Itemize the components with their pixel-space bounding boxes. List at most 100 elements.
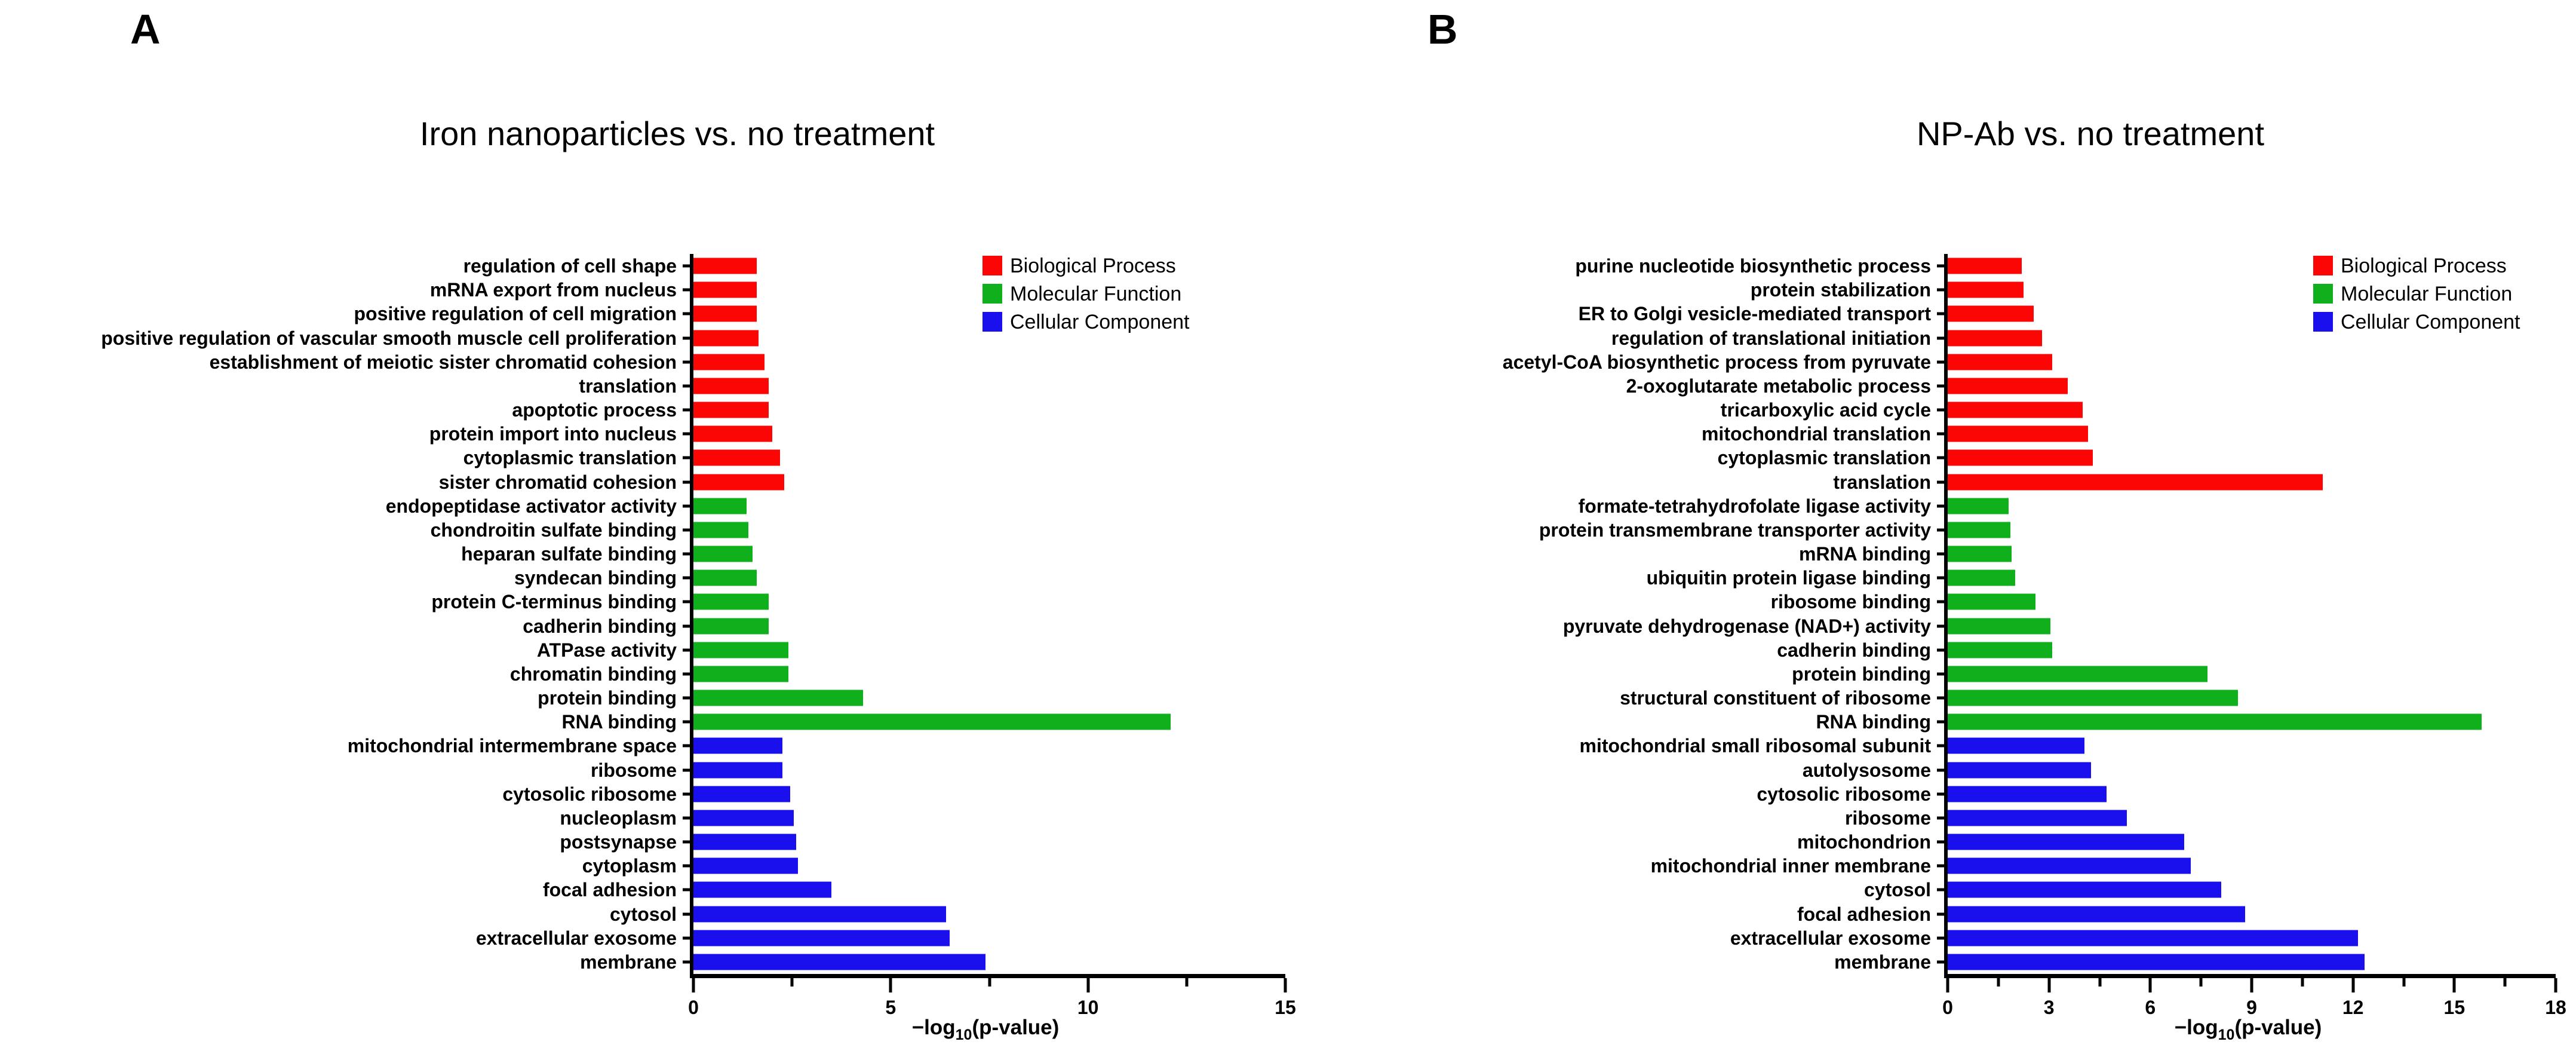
- bar: [1948, 930, 2359, 946]
- x-axis-title-subscript: 10: [2218, 1027, 2235, 1043]
- legend-label: Cellular Component: [1010, 310, 1190, 333]
- bar: [1948, 546, 2012, 562]
- y-axis-tick: [683, 288, 695, 292]
- y-axis-label: ribosome: [590, 759, 677, 781]
- y-axis-label: ribosome binding: [1770, 591, 1931, 613]
- x-axis-title-prefix: −log: [911, 1016, 956, 1039]
- bar: [693, 690, 864, 706]
- bar: [693, 354, 764, 370]
- y-axis-tick: [1937, 744, 1949, 747]
- y-axis-tick: [1937, 672, 1949, 676]
- y-axis-label: ATPase activity: [536, 639, 677, 661]
- y-axis-tick: [1937, 912, 1949, 916]
- y-axis-tick: [1937, 624, 1949, 628]
- bar: [693, 474, 784, 491]
- bar: [693, 498, 747, 514]
- bar: [693, 402, 769, 418]
- x-axis-tick-label: 12: [2342, 997, 2364, 1018]
- legend-a: Biological Process Molecular Function Ce…: [982, 256, 1190, 332]
- y-axis-label: ER to Golgi vesicle-mediated transport: [1578, 303, 1931, 325]
- y-axis-tick: [683, 672, 695, 676]
- y-axis-tick: [1937, 696, 1949, 700]
- panel-label-b: B: [1427, 6, 1458, 53]
- y-axis-tick: [683, 720, 695, 724]
- bar: [1948, 786, 2107, 802]
- y-axis-label: sister chromatid cohesion: [438, 471, 677, 493]
- y-axis-label: purine nucleotide biosynthetic process: [1575, 255, 1931, 277]
- y-axis-tick: [1937, 792, 1949, 796]
- x-axis-tick-label: 15: [2443, 997, 2466, 1018]
- y-axis-tick: [1937, 960, 1949, 964]
- y-axis-label: chondroitin sulfate binding: [430, 519, 677, 541]
- y-axis-tick: [1937, 720, 1949, 724]
- chart-title-b: NP-Ab vs. no treatment: [1916, 115, 2265, 152]
- legend-row: Cellular Component: [2313, 312, 2520, 332]
- y-axis-label: ribosome: [1844, 807, 1931, 829]
- y-axis-tick: [683, 600, 695, 603]
- y-axis-label: positive regulation of cell migration: [354, 303, 677, 325]
- y-axis-tick: [683, 384, 695, 388]
- y-axis-tick: [1937, 504, 1949, 508]
- y-axis-tick: [1937, 768, 1949, 772]
- chart-title-a: Iron nanoparticles vs. no treatment: [419, 115, 935, 152]
- bar: [693, 834, 796, 850]
- bar: [693, 930, 950, 946]
- bar: [693, 258, 757, 274]
- legend-label: Cellular Component: [2341, 310, 2520, 333]
- x-axis-minor-tick: [2402, 978, 2405, 987]
- legend-row: Molecular Function: [982, 284, 1190, 304]
- y-axis-label: mitochondrial small ribosomal subunit: [1579, 735, 1931, 757]
- y-axis-label: mitochondrion: [1797, 831, 1931, 853]
- bar: [693, 593, 769, 610]
- x-axis-minor-tick: [2199, 978, 2203, 987]
- bar: [1948, 593, 2036, 610]
- plot-area-b: purine nucleotide biosynthetic process pr…: [1503, 254, 2566, 1017]
- y-axis-label: positive regulation of vascular smooth m…: [101, 327, 677, 349]
- y-axis-tick: [683, 528, 695, 532]
- y-axis-label: protein transmembrane transporter activi…: [1539, 519, 1931, 541]
- bar: [693, 618, 769, 635]
- y-axis-label: mRNA binding: [1799, 543, 1931, 565]
- y-axis-label: extracellular exosome: [1730, 927, 1931, 949]
- x-axis-tick: [1284, 978, 1287, 992]
- y-axis-tick: [1937, 336, 1949, 340]
- bar: [693, 857, 799, 874]
- bar: [1948, 666, 2208, 682]
- y-axis-label: protein C-terminus binding: [431, 591, 677, 613]
- bar: [1948, 378, 2068, 394]
- y-axis-label: tricarboxylic acid cycle: [1720, 399, 1931, 421]
- y-axis-tick: [1937, 456, 1949, 459]
- y-axis-label: regulation of cell shape: [463, 255, 677, 277]
- y-axis-tick: [683, 552, 695, 556]
- bar: [693, 881, 832, 898]
- bar: [1948, 569, 2016, 586]
- y-axis-label: protein import into nucleus: [429, 423, 677, 445]
- x-axis-tick: [2047, 978, 2051, 992]
- y-axis-tick: [683, 504, 695, 508]
- y-axis-tick: [683, 336, 695, 340]
- y-axis-label: apoptotic process: [512, 399, 677, 421]
- y-axis-tick: [1937, 816, 1949, 820]
- y-axis-label: mitochondrial translation: [1701, 423, 1931, 445]
- y-axis-tick: [683, 816, 695, 820]
- x-axis-tick: [2351, 978, 2355, 992]
- x-axis-tick-label: 0: [1942, 997, 1953, 1018]
- y-axis-label: structural constituent of ribosome: [1620, 687, 1931, 709]
- y-axis-tick: [683, 576, 695, 580]
- y-axis-tick: [683, 432, 695, 436]
- bar: [693, 378, 769, 394]
- y-axis-label: pyruvate dehydrogenase (NAD+) activity: [1562, 615, 1931, 637]
- plot-area-a: regulation of cell shape mRNA export from…: [101, 254, 1296, 1017]
- x-axis-minor-tick: [1185, 978, 1189, 987]
- y-axis-label: RNA binding: [1816, 711, 1931, 733]
- y-axis-label: translation: [1833, 471, 1931, 493]
- bar: [1948, 834, 2184, 850]
- y-axis-label: translation: [579, 375, 677, 397]
- bar: [1948, 810, 2127, 826]
- legend-label: Biological Process: [1010, 254, 1176, 277]
- x-axis-tick: [2452, 978, 2456, 992]
- bar: [693, 546, 753, 562]
- x-axis-minor-tick: [1997, 978, 2000, 987]
- x-axis-tick: [1946, 978, 1949, 992]
